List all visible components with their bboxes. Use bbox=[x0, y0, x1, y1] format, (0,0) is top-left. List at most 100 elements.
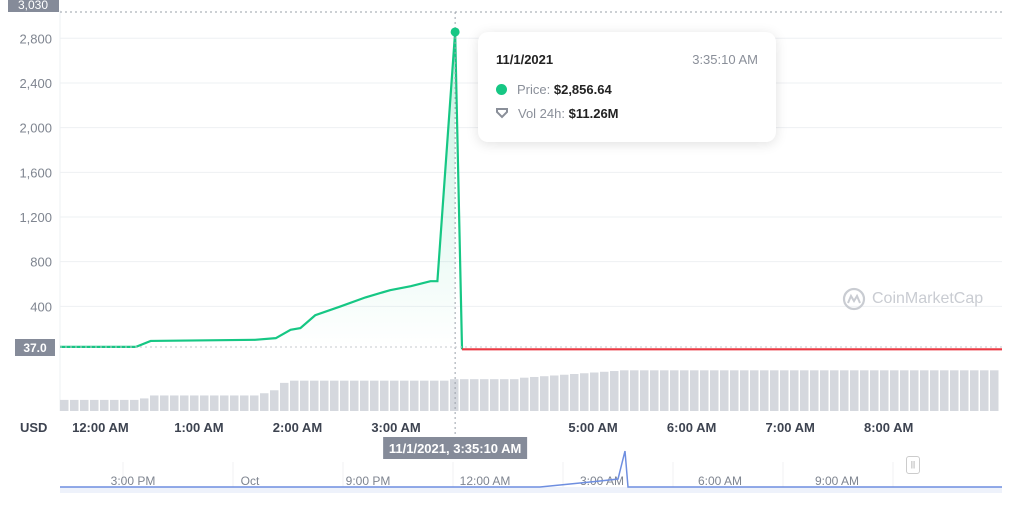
volume-bar bbox=[300, 380, 309, 411]
volume-bar bbox=[80, 399, 89, 411]
volume-bar bbox=[970, 370, 979, 411]
currency-label: USD bbox=[20, 420, 47, 435]
volume-shield-icon bbox=[496, 108, 508, 119]
volume-bar bbox=[680, 370, 689, 411]
volume-bar bbox=[380, 380, 389, 411]
crosshair-label-bg bbox=[383, 437, 528, 459]
volume-bar bbox=[430, 380, 439, 411]
volume-bar bbox=[440, 380, 449, 411]
volume-bar bbox=[450, 379, 459, 411]
y-tick-label: 1,200 bbox=[19, 210, 52, 225]
navigator-line bbox=[60, 450, 1002, 488]
volume-bar bbox=[90, 399, 99, 411]
volume-bar bbox=[70, 399, 79, 411]
volume-bar bbox=[340, 380, 349, 411]
price-area bbox=[60, 31, 456, 347]
volume-label: Vol 24h: bbox=[518, 106, 565, 121]
volume-bar bbox=[160, 395, 169, 411]
volume-bar bbox=[400, 380, 409, 411]
y-tick-label: 2,000 bbox=[19, 121, 52, 136]
peak-point bbox=[450, 27, 460, 37]
volume-bar bbox=[610, 371, 619, 411]
volume-bar bbox=[890, 370, 899, 411]
volume-bar bbox=[320, 380, 329, 411]
volume-bar bbox=[310, 380, 319, 411]
volume-bar bbox=[900, 370, 909, 411]
y-tick-label: 2,400 bbox=[19, 76, 52, 91]
volume-bar bbox=[760, 370, 769, 411]
x-tick-label: 5:00 AM bbox=[568, 420, 617, 435]
volume-bar bbox=[820, 370, 829, 411]
volume-bar bbox=[170, 395, 179, 411]
volume-bar bbox=[640, 370, 649, 411]
volume-bar bbox=[350, 380, 359, 411]
volume-bar bbox=[420, 380, 429, 411]
volume-bar bbox=[870, 370, 879, 411]
volume-bar bbox=[330, 380, 339, 411]
volume-bar bbox=[930, 370, 939, 411]
navigator-handle[interactable]: || bbox=[906, 456, 920, 474]
volume-bar bbox=[620, 370, 629, 411]
volume-bar bbox=[560, 374, 569, 411]
volume-bar bbox=[790, 370, 799, 411]
volume-bar bbox=[110, 399, 119, 411]
volume-bar bbox=[590, 372, 599, 411]
y-tick-label: 2,800 bbox=[19, 31, 52, 46]
navigator-tick-label: 9:00 AM bbox=[815, 474, 859, 488]
volume-bar bbox=[270, 390, 279, 411]
tooltip-volume-row: Vol 24h: $11.26M bbox=[496, 106, 619, 121]
volume-bar bbox=[600, 371, 609, 411]
volume-bar bbox=[660, 370, 669, 411]
volume-bar bbox=[780, 370, 789, 411]
current-price-label-bg bbox=[15, 339, 55, 356]
volume-bar bbox=[770, 370, 779, 411]
navigator-tick-label: Oct bbox=[241, 474, 260, 488]
volume-bar bbox=[800, 370, 809, 411]
coinmarketcap-logo-icon bbox=[842, 287, 866, 311]
volume-bar bbox=[810, 370, 819, 411]
navigator-tick-label: 3:00 PM bbox=[111, 474, 156, 488]
x-tick-label: 12:00 AM bbox=[72, 420, 129, 435]
volume-bar bbox=[510, 379, 519, 411]
volume-bar bbox=[910, 370, 919, 411]
volume-bar bbox=[140, 398, 149, 411]
tooltip-date: 11/1/2021 bbox=[496, 52, 554, 67]
volume-bar bbox=[500, 379, 509, 411]
y-tick-label: 400 bbox=[30, 299, 52, 314]
volume-bar bbox=[990, 370, 999, 411]
volume-bar bbox=[200, 395, 209, 411]
volume-bar bbox=[60, 399, 69, 411]
top-price-label-bg bbox=[8, 0, 59, 12]
volume-bar bbox=[940, 370, 949, 411]
volume-bar bbox=[700, 370, 709, 411]
volume-bar bbox=[650, 370, 659, 411]
volume-bar bbox=[750, 370, 759, 411]
volume-bar bbox=[730, 370, 739, 411]
tooltip-price-row: Price: $2,856.64 bbox=[496, 82, 612, 97]
volume-bar bbox=[390, 380, 399, 411]
volume-bar bbox=[190, 395, 199, 411]
volume-bar bbox=[150, 395, 159, 411]
volume-bar bbox=[950, 370, 959, 411]
volume-bar bbox=[670, 370, 679, 411]
navigator-tick-label: 12:00 AM bbox=[460, 474, 511, 488]
volume-bar bbox=[850, 370, 859, 411]
navigator-tick-label: 6:00 AM bbox=[698, 474, 742, 488]
volume-bar bbox=[830, 370, 839, 411]
x-tick-label: 1:00 AM bbox=[174, 420, 223, 435]
navigator-area bbox=[60, 487, 1002, 493]
volume-bar bbox=[480, 379, 489, 411]
volume-bar bbox=[720, 370, 729, 411]
volume-bar bbox=[580, 373, 589, 411]
volume-bar bbox=[540, 376, 549, 411]
watermark-text: CoinMarketCap bbox=[872, 290, 984, 307]
x-tick-label: 7:00 AM bbox=[765, 420, 814, 435]
x-tick-label: 3:00 AM bbox=[371, 420, 420, 435]
watermark: CoinMarketCap bbox=[842, 287, 983, 311]
volume-bar bbox=[240, 395, 249, 411]
x-tick-label: 2:00 AM bbox=[273, 420, 322, 435]
y-tick-label: 800 bbox=[30, 255, 52, 270]
volume-bar bbox=[360, 380, 369, 411]
current-price-label: 37.0 bbox=[23, 341, 47, 355]
